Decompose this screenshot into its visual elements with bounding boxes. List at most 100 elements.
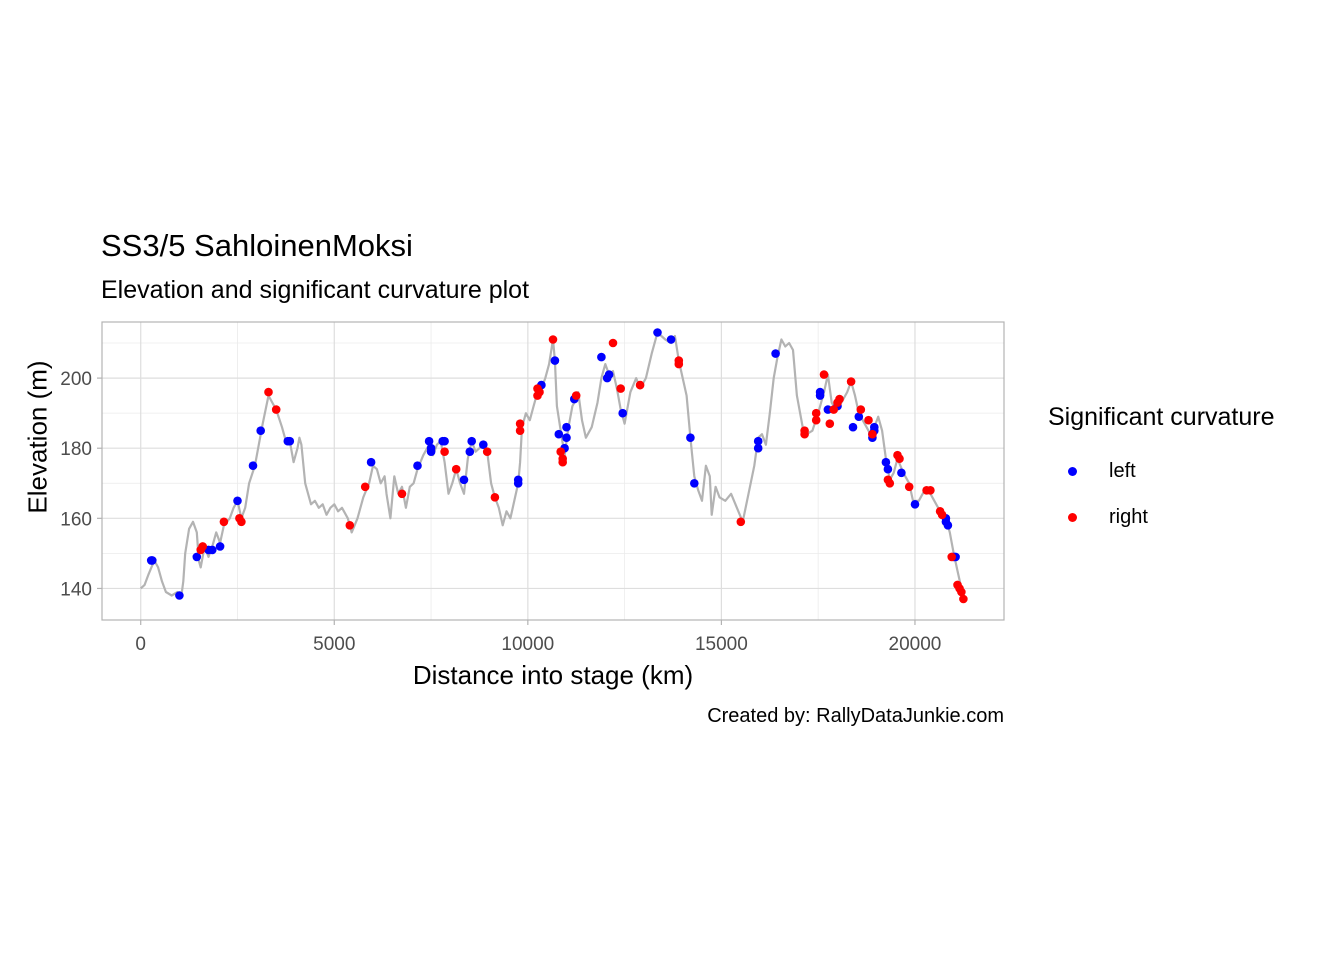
- curvature-point-right: [237, 517, 246, 527]
- legend-swatch-right: [1067, 512, 1077, 522]
- chart-title: SS3/5 SahloinenMoksi: [101, 228, 413, 263]
- curvature-point-left: [148, 556, 157, 565]
- curvature-point-left: [208, 545, 217, 555]
- curvature-point-left: [943, 521, 953, 530]
- curvature-point-right: [345, 521, 355, 530]
- curvature-point-left: [618, 408, 627, 418]
- curvature-point-left: [479, 440, 488, 450]
- legend-label-left: left: [1109, 459, 1136, 482]
- x-tick-label: 5000: [313, 634, 355, 655]
- curvature-point-right: [895, 454, 904, 464]
- curvature-point-right: [846, 377, 856, 386]
- curvature-point-left: [753, 443, 763, 453]
- curvature-point-right: [736, 517, 746, 527]
- curvature-point-right: [957, 587, 966, 597]
- curvature-point-left: [883, 464, 893, 474]
- curvature-point-right: [674, 359, 684, 369]
- curvature-point-left: [550, 356, 560, 365]
- curvature-point-left: [413, 461, 422, 471]
- y-tick-label: 180: [60, 439, 92, 460]
- curvature-point-right: [904, 482, 914, 492]
- curvature-point-left: [910, 500, 920, 509]
- x-tick-label: 15000: [695, 634, 748, 655]
- curvature-points: [146, 328, 968, 604]
- curvature-point-left: [424, 436, 434, 446]
- x-axis-ticks: 0 5000 10000 15000 20000: [135, 620, 941, 655]
- curvature-point-right: [515, 419, 525, 429]
- curvature-point-left: [686, 433, 695, 443]
- curvature-point-right: [397, 489, 407, 499]
- curvature-point-right: [926, 486, 935, 495]
- curvature-point-left: [848, 422, 858, 432]
- curvature-point-left: [562, 433, 571, 443]
- curvature-point-right: [548, 335, 558, 344]
- curvature-point-left: [248, 461, 258, 471]
- curvature-point-right: [271, 405, 281, 414]
- x-tick-label: 0: [135, 634, 146, 655]
- curvature-point-right: [856, 405, 866, 414]
- curvature-point-right: [947, 552, 956, 562]
- curvature-point-left: [653, 328, 662, 337]
- curvature-point-right: [885, 479, 895, 488]
- curvature-point-right: [800, 429, 809, 439]
- curvature-point-left: [465, 447, 475, 457]
- curvature-point-left: [175, 591, 184, 600]
- legend-swatch-left: [1067, 466, 1077, 476]
- curvature-point-right: [868, 429, 877, 439]
- curvature-point-left: [440, 436, 449, 446]
- curvature-point-right: [219, 517, 229, 527]
- curvature-point-left: [426, 447, 436, 457]
- curvature-point-left: [854, 412, 864, 422]
- curvature-point-right: [360, 482, 370, 492]
- curvature-point-left: [897, 468, 906, 478]
- x-tick-label: 10000: [501, 634, 554, 655]
- curvature-point-right: [937, 510, 947, 520]
- curvature-point-left: [467, 436, 477, 446]
- curvature-point-right: [608, 338, 618, 348]
- curvature-point-left: [285, 436, 295, 446]
- y-axis-ticks: 140 160 180 200: [60, 369, 102, 600]
- curvature-point-left: [256, 426, 266, 436]
- curvature-point-left: [215, 542, 225, 551]
- y-axis-label: Elevation (m): [22, 360, 53, 514]
- curvature-point-left: [192, 552, 202, 562]
- x-axis-label: Distance into stage (km): [412, 660, 694, 690]
- curvature-point-right: [835, 394, 844, 404]
- curvature-point-right: [811, 415, 821, 425]
- curvature-point-right: [515, 426, 525, 436]
- curvature-point-left: [554, 429, 564, 439]
- plot-panel-border: [101, 321, 1005, 621]
- curvature-point-left: [513, 479, 523, 488]
- curvature-point-right: [558, 457, 567, 467]
- curvature-point-left: [366, 457, 376, 467]
- curvature-point-right: [198, 542, 207, 551]
- chart-caption: Created by: RallyDataJunkie.com: [707, 705, 1004, 727]
- curvature-point-right: [571, 391, 581, 400]
- curvature-point-left: [562, 422, 571, 432]
- curvature-point-left: [604, 370, 614, 379]
- curvature-point-right: [616, 384, 625, 393]
- curvature-point-right: [819, 370, 829, 379]
- curvature-point-right: [490, 493, 500, 502]
- curvature-point-left: [597, 352, 606, 362]
- curvature-point-left: [666, 335, 676, 344]
- curvature-point-right: [825, 419, 835, 429]
- legend-title: Significant curvature: [1048, 403, 1275, 431]
- legend-label-right: right: [1109, 505, 1148, 528]
- legend-item-right: right: [1048, 494, 1275, 540]
- grid-lines: [102, 322, 1004, 620]
- curvature-point-left: [753, 436, 763, 446]
- curvature-point-right: [811, 408, 821, 418]
- curvature-point-left: [690, 479, 699, 488]
- curvature-point-left: [771, 349, 780, 358]
- curvature-point-left: [881, 457, 891, 467]
- curvature-point-left: [233, 496, 242, 506]
- curvature-point-right: [535, 387, 544, 397]
- x-tick-label: 20000: [889, 634, 942, 655]
- curvature-point-right: [829, 405, 838, 414]
- curvature-point-right: [635, 380, 645, 390]
- chart-subtitle: Elevation and significant curvature plot: [101, 276, 530, 304]
- y-tick-label: 160: [60, 509, 92, 530]
- legend-item-left: left: [1048, 448, 1275, 494]
